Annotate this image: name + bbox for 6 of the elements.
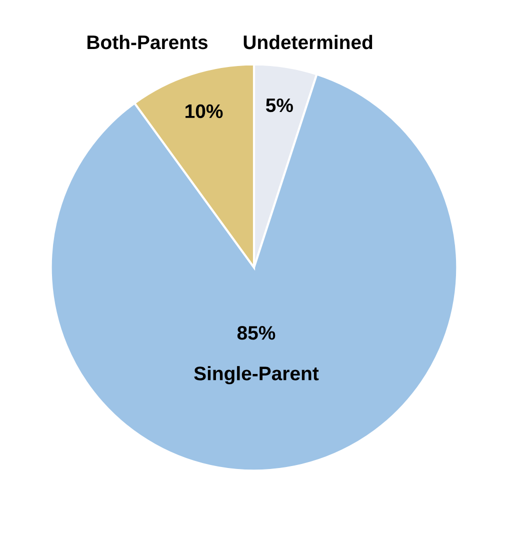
slice-label: Both-Parents [88,34,208,50]
data-label: 10% [186,104,223,118]
slice-label: Undetermined [244,34,372,50]
slice-label: Single-Parent [194,366,319,384]
data-label: 5% [266,98,293,112]
data-label: 85% [237,326,276,340]
